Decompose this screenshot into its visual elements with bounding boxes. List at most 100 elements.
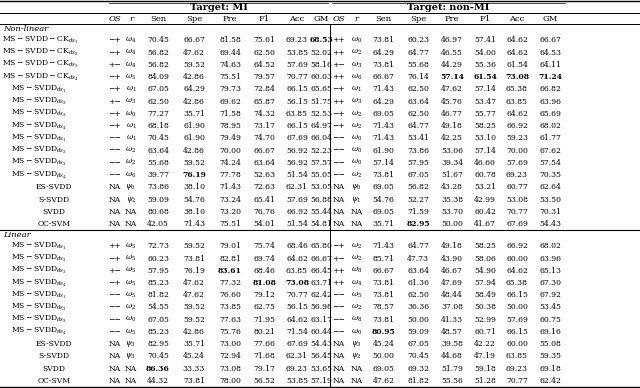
Text: 77.66: 77.66	[253, 340, 275, 348]
Text: −+: −+	[108, 122, 121, 130]
Text: 86.36: 86.36	[146, 365, 170, 372]
Text: $\omega_0$: $\omega_0$	[351, 327, 362, 336]
Text: 70.77: 70.77	[286, 73, 308, 81]
Text: 59.52: 59.52	[183, 61, 205, 69]
Text: 71.68: 71.68	[253, 352, 275, 360]
Text: 68.46: 68.46	[253, 267, 275, 275]
Text: 69.05: 69.05	[372, 183, 394, 191]
Text: 42.22: 42.22	[474, 340, 496, 348]
Text: 53.08: 53.08	[506, 196, 528, 204]
Text: 77.78: 77.78	[219, 171, 241, 179]
Text: 64.11: 64.11	[539, 61, 561, 69]
Text: 69.05: 69.05	[372, 365, 394, 372]
Text: $\omega_2$: $\omega_2$	[125, 146, 136, 155]
Text: 46.67: 46.67	[441, 267, 463, 275]
Text: $\omega_3$: $\omega_3$	[125, 97, 137, 106]
Text: 45.24: 45.24	[183, 352, 205, 360]
Text: 85.23: 85.23	[147, 279, 169, 287]
Text: 64.62: 64.62	[506, 110, 528, 118]
Text: 51.79: 51.79	[441, 365, 463, 372]
Text: $\psi_3$: $\psi_3$	[351, 339, 362, 349]
Text: $\mathrm{MS-SVDD}_{ds_1}$: $\mathrm{MS-SVDD}_{ds_1}$	[11, 84, 67, 95]
Text: NA: NA	[108, 196, 120, 204]
Text: 33.33: 33.33	[183, 365, 205, 372]
Text: 69.62: 69.62	[219, 98, 241, 106]
Text: 46.60: 46.60	[474, 159, 496, 167]
Text: 72.84: 72.84	[253, 85, 275, 94]
Text: Spe: Spe	[186, 15, 202, 23]
Text: GM: GM	[314, 15, 329, 23]
Text: 61.90: 61.90	[183, 122, 205, 130]
Text: 66.67: 66.67	[183, 36, 205, 45]
Text: 63.64: 63.64	[407, 267, 429, 275]
Text: 76.14: 76.14	[407, 73, 429, 81]
Text: 62.42: 62.42	[539, 377, 561, 385]
Text: SVDD: SVDD	[42, 208, 65, 216]
Text: 53.65: 53.65	[310, 365, 333, 372]
Text: 75.51: 75.51	[219, 220, 241, 228]
Text: 65.38: 65.38	[506, 279, 528, 287]
Text: 51.75: 51.75	[310, 98, 332, 106]
Text: 69.74: 69.74	[253, 255, 275, 263]
Text: 66.82: 66.82	[539, 85, 561, 94]
Text: $\omega_5$: $\omega_5$	[351, 291, 362, 300]
Text: 76.76: 76.76	[253, 208, 275, 216]
Text: OC-SVM: OC-SVM	[38, 220, 70, 228]
Text: 56.15: 56.15	[286, 98, 308, 106]
Text: $\mathrm{MS-SVDD-CK}_{ds_2}$: $\mathrm{MS-SVDD-CK}_{ds_2}$	[2, 47, 78, 58]
Text: 73.00: 73.00	[219, 340, 241, 348]
Text: 69.05: 69.05	[372, 110, 394, 118]
Text: 54.81: 54.81	[310, 220, 332, 228]
Text: $\mathrm{MS-SVDD}_{ds_3}$: $\mathrm{MS-SVDD}_{ds_3}$	[11, 265, 67, 276]
Text: 73.81: 73.81	[183, 377, 205, 385]
Text: $\mathrm{MS-SVDD}_{ds_4}$: $\mathrm{MS-SVDD}_{ds_4}$	[11, 277, 67, 289]
Text: 66.15: 66.15	[506, 291, 528, 299]
Text: 63.85: 63.85	[506, 352, 528, 360]
Text: 52.99: 52.99	[474, 316, 496, 324]
Text: $\omega_0$: $\omega_0$	[351, 146, 362, 155]
Text: −+: −+	[332, 110, 345, 118]
Text: 68.18: 68.18	[147, 122, 169, 130]
Text: 57.95: 57.95	[407, 159, 429, 167]
Text: 53.21: 53.21	[474, 183, 496, 191]
Text: 49.18: 49.18	[441, 122, 463, 130]
Text: ++: ++	[108, 242, 121, 250]
Text: 61.77: 61.77	[539, 134, 561, 142]
Text: −−: −−	[332, 171, 345, 179]
Text: 82.81: 82.81	[219, 255, 241, 263]
Text: 35.71: 35.71	[372, 220, 394, 228]
Text: −−: −−	[332, 328, 345, 336]
Text: 63.64: 63.64	[407, 98, 429, 106]
Text: −−: −−	[108, 316, 121, 324]
Text: Target: non-MI: Target: non-MI	[407, 3, 490, 12]
Text: 58.16: 58.16	[310, 61, 332, 69]
Text: 44.29: 44.29	[441, 61, 463, 69]
Text: 50.38: 50.38	[474, 303, 496, 312]
Text: 73.20: 73.20	[219, 208, 241, 216]
Text: 81.58: 81.58	[219, 36, 241, 45]
Text: −−: −−	[108, 159, 121, 167]
Text: 56.88: 56.88	[310, 196, 332, 204]
Text: 48.57: 48.57	[441, 328, 463, 336]
Text: 80.21: 80.21	[253, 328, 275, 336]
Text: −−: −−	[108, 147, 121, 154]
Text: 57.14: 57.14	[372, 159, 394, 167]
Text: 68.53: 68.53	[310, 36, 333, 45]
Text: 57.94: 57.94	[474, 279, 496, 287]
Text: 67.69: 67.69	[286, 134, 308, 142]
Text: $\omega_0$: $\omega_0$	[125, 109, 137, 118]
Text: 69.32: 69.32	[407, 365, 429, 372]
Text: 78.95: 78.95	[219, 122, 241, 130]
Text: 78.00: 78.00	[219, 377, 241, 385]
Text: 67.30: 67.30	[539, 279, 561, 287]
Text: 59.09: 59.09	[407, 328, 429, 336]
Text: 62.50: 62.50	[253, 49, 275, 57]
Text: 79.49: 79.49	[219, 134, 241, 142]
Text: NA: NA	[108, 352, 120, 360]
Text: 78.57: 78.57	[372, 303, 394, 312]
Text: $\mathrm{MS-SVDD}_{ds_1}$: $\mathrm{MS-SVDD}_{ds_1}$	[11, 133, 67, 144]
Text: 41.67: 41.67	[474, 220, 496, 228]
Text: 79.12: 79.12	[253, 291, 275, 299]
Text: 43.90: 43.90	[441, 255, 463, 263]
Text: 53.70: 53.70	[441, 208, 463, 216]
